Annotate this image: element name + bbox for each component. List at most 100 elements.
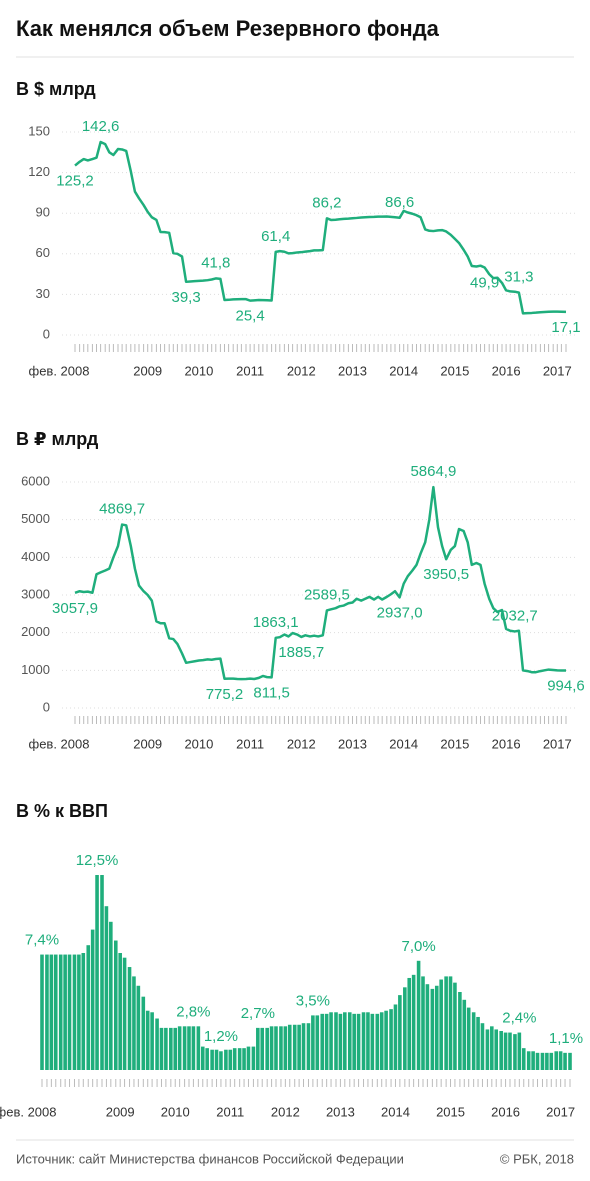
value-label: 2589,5 xyxy=(304,586,350,603)
x-tick-label: 2017 xyxy=(543,363,572,378)
value-label: 3057,9 xyxy=(52,600,98,617)
bar xyxy=(260,1027,265,1070)
x-tick-label: 2014 xyxy=(389,736,418,751)
bar xyxy=(430,988,435,1070)
value-label: 86,2 xyxy=(312,194,341,211)
bar xyxy=(320,1013,325,1070)
bar xyxy=(219,1051,223,1070)
x-tick-label: 2016 xyxy=(492,736,521,751)
value-label: 775,2 xyxy=(206,686,244,703)
copyright: © РБК, 2018 xyxy=(500,1151,574,1166)
bar xyxy=(118,953,122,1070)
panel-title: В % к ВВП xyxy=(16,801,108,821)
value-label: 1885,7 xyxy=(278,644,324,661)
bar xyxy=(187,1026,191,1070)
x-tick-label: 2011 xyxy=(236,363,264,378)
x-tick-label: 2009 xyxy=(133,363,162,378)
bar xyxy=(100,875,104,1070)
bar xyxy=(90,929,95,1070)
bar xyxy=(540,1052,545,1070)
value-label: 7,0% xyxy=(401,938,435,955)
x-tick-label: фев. 2008 xyxy=(29,736,90,751)
x-tick-label: 2010 xyxy=(184,363,213,378)
bar xyxy=(343,1012,347,1070)
bar xyxy=(352,1013,356,1070)
bar xyxy=(63,954,67,1070)
bar xyxy=(72,954,77,1070)
bar xyxy=(458,992,462,1070)
bar xyxy=(237,1048,242,1070)
bar xyxy=(169,1027,173,1070)
x-tick-label: 2014 xyxy=(389,363,418,378)
x-tick-label: 2011 xyxy=(216,1104,244,1119)
bar xyxy=(224,1049,228,1070)
bar xyxy=(279,1026,283,1070)
bar xyxy=(403,987,407,1070)
bar xyxy=(58,954,63,1070)
bar xyxy=(301,1023,306,1070)
bar xyxy=(554,1051,559,1070)
bar xyxy=(86,945,91,1070)
bar xyxy=(274,1026,278,1070)
bar xyxy=(122,957,127,1070)
bar xyxy=(251,1046,256,1070)
bar xyxy=(366,1012,370,1070)
value-label: 86,6 xyxy=(385,194,414,211)
y-tick-label: 120 xyxy=(28,164,50,179)
y-tick-label: 1000 xyxy=(21,662,50,677)
value-label: 25,4 xyxy=(235,308,264,325)
y-tick-label: 6000 xyxy=(21,473,50,488)
page-title: Как менялся объем Резервного фонда xyxy=(16,16,440,41)
x-tick-label: фев. 2008 xyxy=(0,1104,56,1119)
value-label: 2937,0 xyxy=(377,604,423,621)
value-label: 2,8% xyxy=(176,1003,210,1020)
value-label: 1,2% xyxy=(204,1028,238,1045)
y-tick-label: 5000 xyxy=(21,511,50,526)
bar xyxy=(453,982,457,1070)
bar xyxy=(228,1049,233,1070)
bar xyxy=(49,954,54,1070)
y-tick-label: 150 xyxy=(28,123,50,138)
bar xyxy=(67,954,72,1070)
bar xyxy=(563,1052,567,1070)
bar xyxy=(568,1052,572,1070)
x-tick-label: 2016 xyxy=(491,1104,520,1119)
bar xyxy=(476,1016,480,1070)
value-label: 12,5% xyxy=(76,852,119,869)
bar xyxy=(411,974,416,1070)
value-label: 994,6 xyxy=(547,678,585,695)
value-label: 49,9 xyxy=(470,274,499,291)
bar xyxy=(384,1010,388,1070)
value-label: 2,4% xyxy=(502,1010,536,1027)
bar xyxy=(306,1023,311,1070)
bar xyxy=(517,1032,522,1070)
bar xyxy=(480,1023,485,1070)
panel-title: В $ млрд xyxy=(16,79,96,99)
bar xyxy=(150,1012,154,1070)
x-tick-label: 2010 xyxy=(184,736,213,751)
bar xyxy=(164,1027,168,1070)
y-tick-label: 60 xyxy=(36,245,50,260)
x-tick-label: фев. 2008 xyxy=(29,363,90,378)
bar xyxy=(513,1034,517,1070)
bar xyxy=(196,1026,201,1070)
y-tick-label: 30 xyxy=(36,286,50,301)
bar xyxy=(104,906,109,1070)
bar xyxy=(283,1026,288,1070)
bar xyxy=(297,1024,301,1070)
data-line xyxy=(74,140,567,315)
bar xyxy=(545,1052,549,1070)
panel-title: В ₽ млрд xyxy=(16,429,99,449)
y-tick-label: 2000 xyxy=(21,624,50,639)
bar xyxy=(526,1051,531,1070)
value-label: 2032,7 xyxy=(492,607,538,624)
bar xyxy=(416,960,421,1070)
y-tick-label: 4000 xyxy=(21,549,50,564)
bar xyxy=(356,1013,361,1070)
x-tick-label: 2013 xyxy=(338,363,367,378)
bar xyxy=(159,1027,164,1070)
bar xyxy=(361,1012,366,1070)
bar xyxy=(132,976,136,1070)
x-tick-label: 2012 xyxy=(271,1104,300,1119)
